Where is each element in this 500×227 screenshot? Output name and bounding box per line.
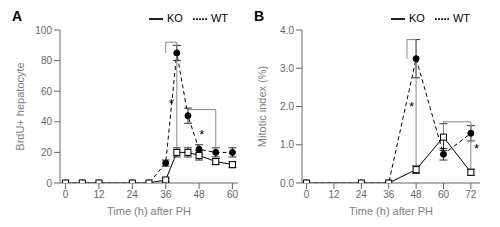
svg-text:40: 40	[41, 116, 53, 127]
svg-text:Time (h) after PH: Time (h) after PH	[349, 205, 433, 217]
svg-text:12: 12	[93, 189, 105, 200]
svg-text:60: 60	[41, 86, 53, 97]
svg-text:0: 0	[63, 189, 69, 200]
svg-text:*: *	[474, 141, 479, 156]
svg-text:48: 48	[411, 189, 423, 200]
svg-text:*: *	[169, 96, 174, 111]
svg-text:BrdU+ hepatocyte: BrdU+ hepatocyte	[14, 62, 26, 150]
svg-text:2.0: 2.0	[280, 101, 294, 112]
svg-text:60: 60	[227, 189, 239, 200]
svg-text:1.0: 1.0	[280, 139, 294, 150]
svg-text:Time (h) after PH: Time (h) after PH	[107, 205, 191, 217]
html-text:KO: KO	[409, 12, 425, 24]
html-text:A: A	[12, 8, 23, 24]
svg-text:*: *	[199, 127, 204, 142]
svg-text:Mitotic index (%): Mitotic index (%)	[256, 66, 268, 147]
svg-text:20: 20	[41, 147, 53, 158]
svg-text:3.0: 3.0	[280, 63, 294, 74]
svg-text:0: 0	[46, 178, 52, 189]
svg-text:0.0: 0.0	[280, 178, 294, 189]
svg-text:36: 36	[160, 189, 172, 200]
svg-text:36: 36	[383, 189, 395, 200]
html-text:KO: KO	[167, 12, 183, 24]
svg-text:24: 24	[127, 189, 139, 200]
svg-text:24: 24	[356, 189, 368, 200]
svg-text:60: 60	[438, 189, 450, 200]
svg-text:0: 0	[304, 189, 310, 200]
svg-text:12: 12	[328, 189, 340, 200]
svg-text:100: 100	[35, 25, 52, 36]
svg-text:72: 72	[465, 189, 477, 200]
svg-text:80: 80	[41, 55, 53, 66]
svg-text:4.0: 4.0	[280, 25, 294, 36]
svg-text:*: *	[409, 99, 414, 114]
html-text:WT: WT	[452, 12, 470, 24]
html-text:B: B	[254, 8, 265, 24]
html-text:WT: WT	[210, 12, 228, 24]
svg-text:48: 48	[194, 189, 206, 200]
